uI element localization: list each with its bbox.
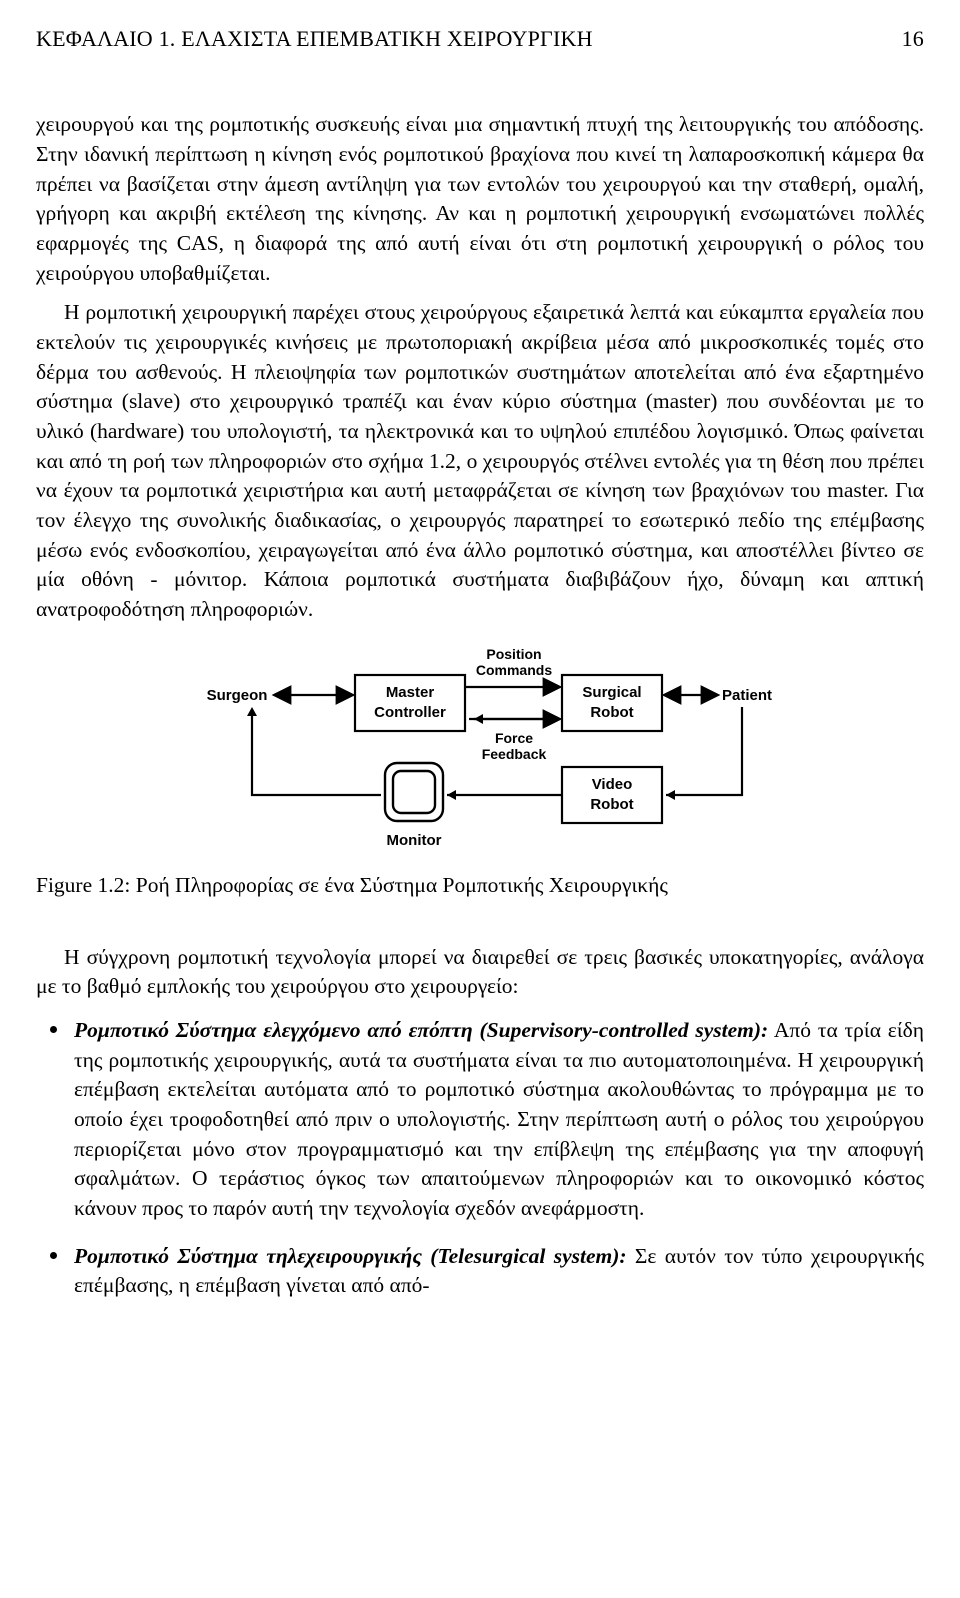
figure-caption: Figure 1.2: Ροή Πληροφορίας σε ένα Σύστη… [36,871,924,901]
fig-label-poscmd-l1: Position [486,646,541,662]
bullet-item-2: Ρομποτικό Σύστημα τηλεχειρουργικής (Tele… [36,1242,924,1301]
bullet-1-body: Από τα τρία είδη της ρομποτικής χειρουργ… [74,1018,924,1220]
fig-node-surgeon: Surgeon [207,687,268,704]
fig-node-monitor-label: Monitor [387,832,442,849]
page-number: 16 [902,24,924,54]
paragraph-3: Η σύγχρονη ρομποτική τεχνολογία μπορεί ν… [36,943,924,1002]
running-header: ΚΕΦΑΛΑΙΟ 1. ΕΛΑΧΙΣΤΑ ΕΠΕΜΒΑΤΙΚΗ ΧΕΙΡΟΥΡΓ… [36,24,924,54]
fig-edge-video-monitor [447,790,562,800]
fig-node-surgical-l2: Robot [590,704,633,721]
bullet-item-1: Ρομποτικό Σύστημα ελεγχόμενο από επόπτη … [36,1016,924,1224]
bullet-dot-icon [50,1252,57,1259]
bullet-dot-icon [50,1026,57,1033]
fig-node-monitor-inner [393,771,435,813]
fig-edge-force-feedback [474,714,558,724]
fig-node-master-l2: Controller [374,704,446,721]
fig-label-forcefb-l2: Feedback [482,746,547,762]
fig-node-video-l1: Video [592,776,633,793]
fig-label-poscmd-l2: Commands [476,662,552,678]
bullet-list: Ρομποτικό Σύστημα ελεγχόμενο από επόπτη … [36,1016,924,1301]
fig-edge-patient-video [666,707,742,800]
header-title: ΚΕΦΑΛΑΙΟ 1. ΕΛΑΧΙΣΤΑ ΕΠΕΜΒΑΤΙΚΗ ΧΕΙΡΟΥΡΓ… [36,24,593,54]
fig-label-forcefb-l1: Force [495,730,533,746]
fig-node-patient: Patient [722,687,772,704]
fig-node-video-l2: Robot [590,796,633,813]
paragraph-2: Η ρομποτική χειρουργική παρέχει στους χε… [36,298,924,624]
bullet-1-lead: Ρομποτικό Σύστημα ελεγχόμενο από επόπτη … [74,1018,768,1042]
figure-flowchart-svg: Surgeon Master Controller Surgical Robot… [130,645,830,857]
fig-node-surgical-l1: Surgical [582,684,641,701]
paragraph-1: χειρουργού και της ρομποτικής συσκευής ε… [36,110,924,288]
bullet-2-lead: Ρομποτικό Σύστημα τηλεχειρουργικής (Tele… [74,1244,627,1268]
figure-1-2: Surgeon Master Controller Surgical Robot… [36,645,924,901]
page: ΚΕΦΑΛΑΙΟ 1. ΕΛΑΧΙΣΤΑ ΕΠΕΜΒΑΤΙΚΗ ΧΕΙΡΟΥΡΓ… [0,0,960,1359]
fig-node-master-l1: Master [386,684,435,701]
